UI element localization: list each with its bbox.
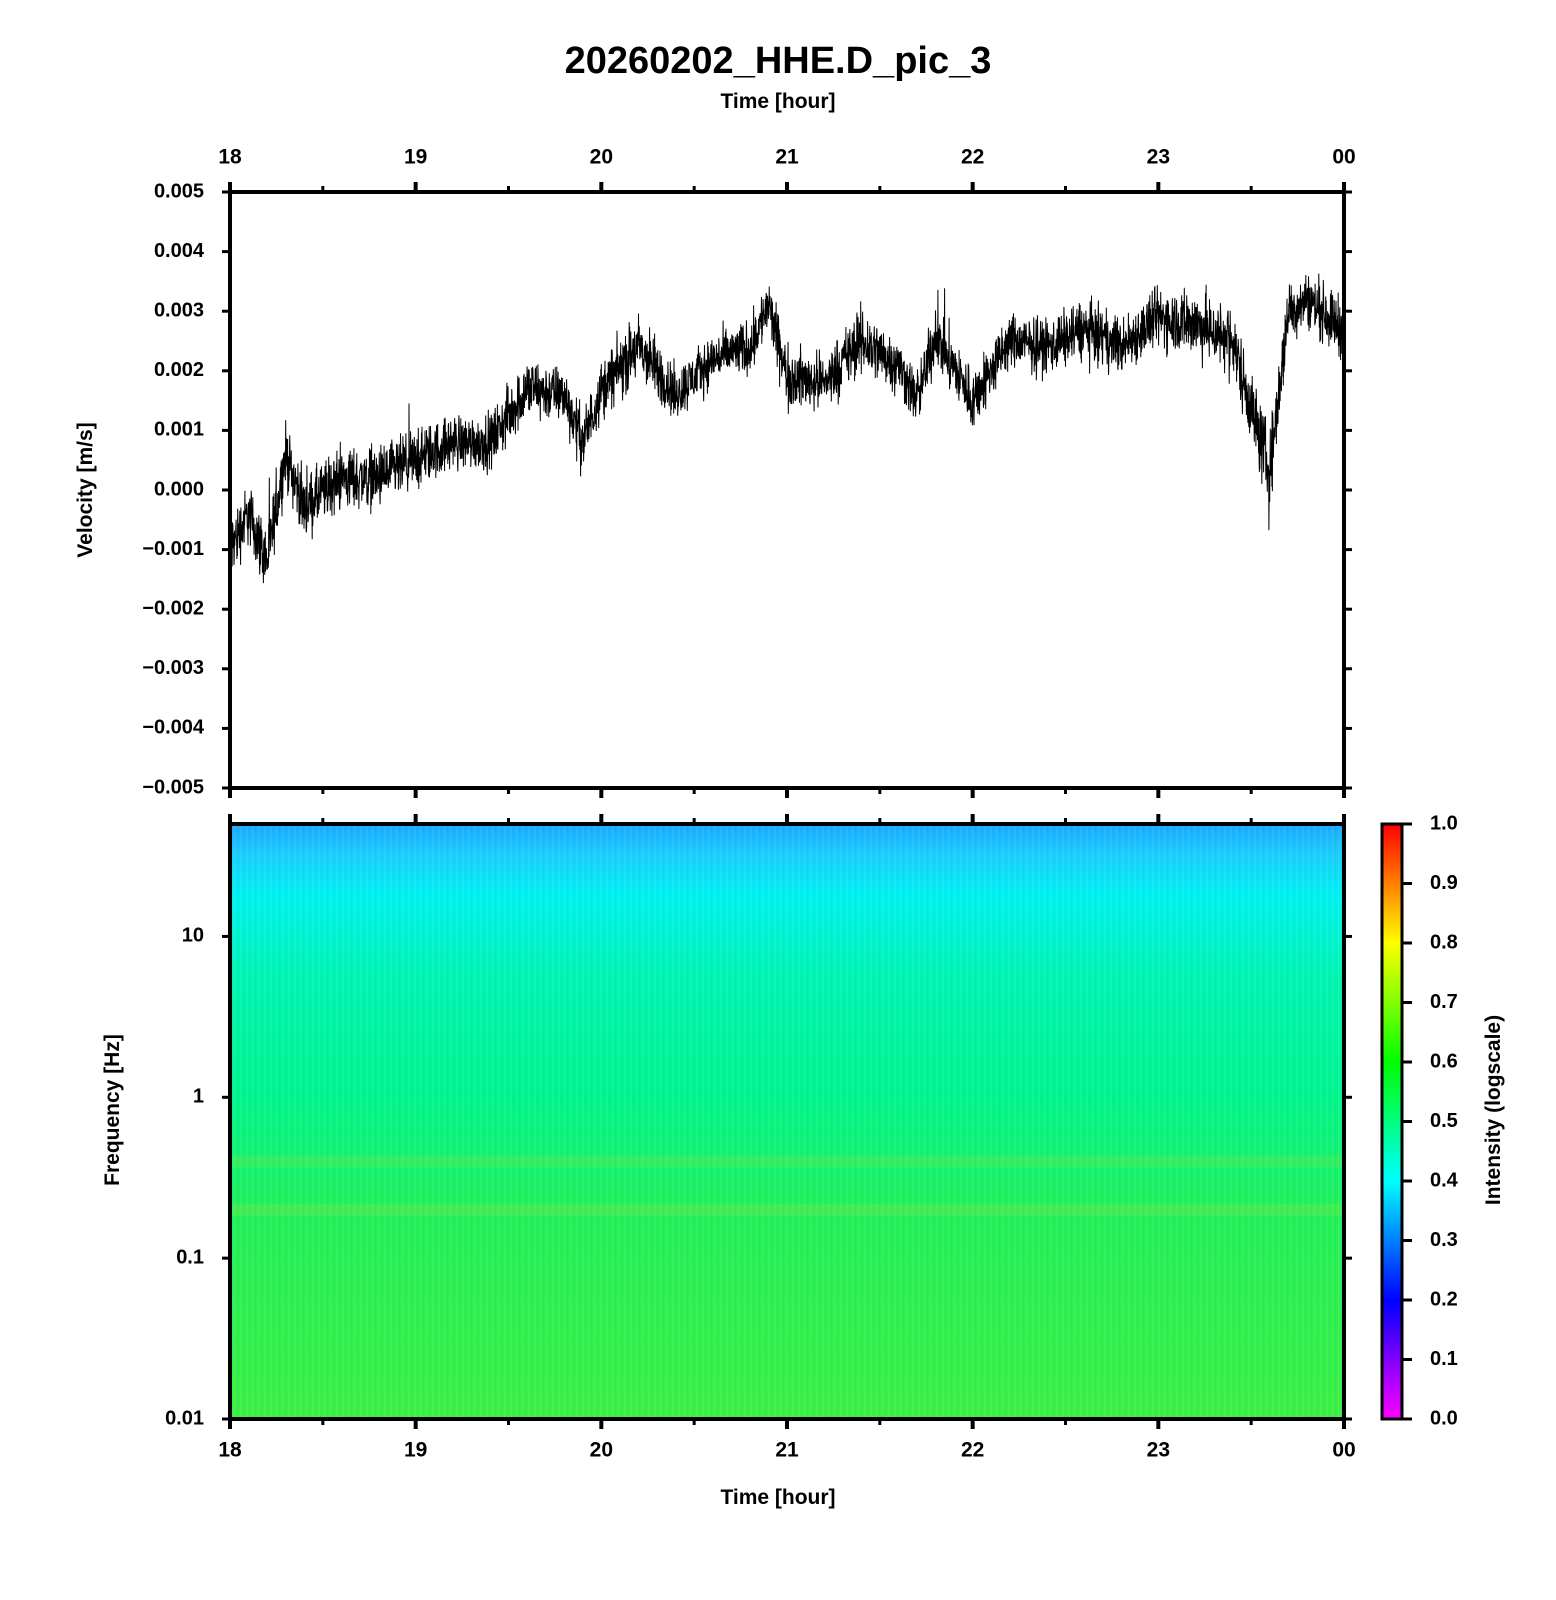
- colorbar-tick-label: 1.0: [1430, 812, 1458, 834]
- colorbar-ticks: 1.0 0.9 0.8 0.7 0.6 0.5 0.4 0.3 0.2 0.1 0.0: [1402, 812, 1459, 1429]
- frequency-ytick-label: 0.01: [165, 1407, 204, 1429]
- velocity-plot: 0.005 0.004 0.003 0.002 0.001 0.000 −0.001 −0.0…: [142, 146, 1355, 799]
- top-xtick-label: 23: [1147, 146, 1170, 169]
- colorbar-gradient: [1382, 824, 1402, 1419]
- velocity-ytick-label: 0.005: [154, 180, 204, 202]
- colorbar-tick-label: 0.1: [1430, 1348, 1458, 1370]
- top-xtick-label: 18: [218, 146, 242, 169]
- velocity-ytick-label: −0.004: [142, 717, 205, 739]
- bottom-x-axis-title: Time [hour]: [720, 1486, 836, 1509]
- colorbar-tick-label: 0.8: [1430, 931, 1458, 953]
- velocity-ytick-label: −0.003: [142, 657, 204, 679]
- velocity-ytick-label: −0.001: [142, 538, 204, 560]
- spectrogram-bands: [230, 1155, 1344, 1216]
- chart-title: 20260202_HHE.D_pic_3: [564, 40, 992, 82]
- spectrogram-texture: [230, 824, 1344, 1419]
- top-xtick-label: 19: [404, 146, 427, 169]
- bottom-xtick-label: 20: [590, 1439, 613, 1462]
- velocity-ytick-label: 0.004: [154, 240, 205, 262]
- spectrogram-band: [230, 1203, 1344, 1216]
- bottom-xtick-label: 23: [1147, 1439, 1170, 1462]
- bottom-xtick-label: 21: [775, 1439, 799, 1462]
- colorbar-tick-label: 0.2: [1430, 1288, 1458, 1310]
- frequency-ytick-label: 1: [193, 1086, 204, 1108]
- top-x-axis-title: Time [hour]: [720, 90, 836, 113]
- colorbar: 1.0 0.9 0.8 0.7 0.6 0.5 0.4 0.3 0.2 0.1 0.0: [1380, 812, 1459, 1429]
- velocity-ytick-label: 0.003: [154, 299, 204, 321]
- colorbar-tick-label: 0.3: [1430, 1229, 1458, 1251]
- top-xtick-label: 00: [1332, 146, 1355, 169]
- colorbar-tick-label: 0.9: [1430, 872, 1458, 894]
- colorbar-tick-label: 0.5: [1430, 1110, 1458, 1132]
- colorbar-tick-label: 0.4: [1430, 1169, 1459, 1191]
- velocity-plot-frame: [228, 190, 1346, 790]
- velocity-trace: [229, 273, 1345, 584]
- velocity-ticks: 0.005 0.004 0.003 0.002 0.001 0.000 −0.001 −0.0…: [142, 146, 1355, 799]
- velocity-ytick-label: 0.002: [154, 359, 204, 381]
- spectrogram-band: [230, 1155, 1344, 1168]
- top-xtick-label: 20: [590, 146, 613, 169]
- velocity-ytick-label: 0.000: [154, 478, 204, 500]
- velocity-ytick-label: 0.001: [154, 419, 204, 441]
- spectrogram-ticks: 10 1 0.1 0.01 18 19 20 21 22 23 00: [165, 814, 1356, 1462]
- colorbar-tick-label: 0.7: [1430, 991, 1458, 1013]
- frequency-ytick-label: 10: [182, 925, 204, 947]
- bottom-xtick-label: 18: [218, 1439, 242, 1462]
- bottom-xtick-label: 22: [961, 1439, 984, 1462]
- top-xtick-label: 21: [775, 146, 799, 169]
- colorbar-tick-label: 0.6: [1430, 1050, 1458, 1072]
- frequency-ytick-label: 0.1: [176, 1246, 204, 1268]
- colorbar-tick-label: 0.0: [1430, 1407, 1458, 1429]
- bottom-xtick-label: 19: [404, 1439, 427, 1462]
- velocity-ytick-label: −0.002: [142, 597, 204, 619]
- spectrogram-plot: 10 1 0.1 0.01 18 19 20 21 22 23 00: [165, 814, 1356, 1462]
- top-xtick-label: 22: [961, 146, 984, 169]
- bottom-xtick-label: 00: [1332, 1439, 1355, 1462]
- velocity-waveform: [229, 273, 1345, 584]
- velocity-ytick-label: −0.005: [142, 776, 204, 798]
